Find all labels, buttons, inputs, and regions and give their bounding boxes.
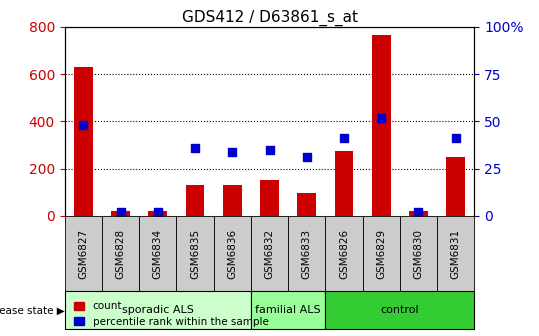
- Text: disease state ▶: disease state ▶: [0, 305, 65, 316]
- FancyBboxPatch shape: [213, 216, 251, 291]
- Bar: [186, 185, 204, 216]
- Text: control: control: [381, 305, 419, 316]
- Text: GSM6834: GSM6834: [153, 228, 163, 279]
- Text: GSM6831: GSM6831: [451, 228, 461, 279]
- Point: [340, 136, 348, 141]
- FancyBboxPatch shape: [363, 216, 400, 291]
- FancyBboxPatch shape: [251, 291, 326, 329]
- Text: familial ALS: familial ALS: [255, 305, 321, 316]
- FancyBboxPatch shape: [326, 216, 363, 291]
- Text: GSM6826: GSM6826: [339, 228, 349, 279]
- Text: GSM6829: GSM6829: [376, 228, 386, 279]
- FancyBboxPatch shape: [326, 291, 474, 329]
- Text: sporadic ALS: sporadic ALS: [122, 305, 194, 316]
- FancyBboxPatch shape: [102, 216, 139, 291]
- FancyBboxPatch shape: [437, 216, 474, 291]
- FancyBboxPatch shape: [400, 216, 437, 291]
- Bar: [111, 211, 130, 216]
- Text: GSM6833: GSM6833: [302, 228, 312, 279]
- Bar: [409, 211, 428, 216]
- Point: [302, 155, 311, 160]
- Bar: [372, 35, 391, 216]
- Point: [451, 136, 460, 141]
- Point: [79, 122, 88, 128]
- FancyBboxPatch shape: [251, 216, 288, 291]
- Point: [154, 209, 162, 215]
- Point: [191, 145, 199, 151]
- Bar: [298, 194, 316, 216]
- Bar: [446, 157, 465, 216]
- FancyBboxPatch shape: [288, 216, 326, 291]
- Point: [228, 149, 237, 154]
- Point: [377, 115, 385, 120]
- FancyBboxPatch shape: [176, 216, 213, 291]
- Bar: [223, 185, 241, 216]
- Bar: [335, 151, 353, 216]
- Point: [116, 209, 125, 215]
- Bar: [148, 211, 167, 216]
- Bar: [260, 180, 279, 216]
- Text: GSM6836: GSM6836: [227, 228, 237, 279]
- FancyBboxPatch shape: [65, 291, 251, 329]
- FancyBboxPatch shape: [139, 216, 176, 291]
- Title: GDS412 / D63861_s_at: GDS412 / D63861_s_at: [182, 9, 357, 26]
- Point: [414, 209, 423, 215]
- Text: GSM6827: GSM6827: [78, 228, 88, 279]
- Bar: [74, 67, 93, 216]
- Text: GSM6832: GSM6832: [265, 228, 274, 279]
- Legend: count, percentile rank within the sample: count, percentile rank within the sample: [70, 297, 273, 331]
- Text: GSM6828: GSM6828: [115, 228, 126, 279]
- Text: GSM6830: GSM6830: [413, 229, 424, 279]
- FancyBboxPatch shape: [65, 216, 102, 291]
- Text: GSM6835: GSM6835: [190, 228, 200, 279]
- Point: [265, 147, 274, 153]
